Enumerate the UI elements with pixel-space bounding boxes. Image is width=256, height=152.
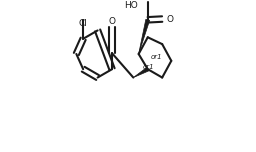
Text: O: O (167, 15, 174, 24)
Polygon shape (133, 67, 149, 78)
Polygon shape (139, 19, 150, 54)
Text: O: O (109, 17, 115, 26)
Text: or1: or1 (151, 54, 162, 60)
Text: Cl: Cl (79, 19, 88, 28)
Text: or1: or1 (142, 64, 154, 70)
Text: HO: HO (124, 1, 138, 10)
